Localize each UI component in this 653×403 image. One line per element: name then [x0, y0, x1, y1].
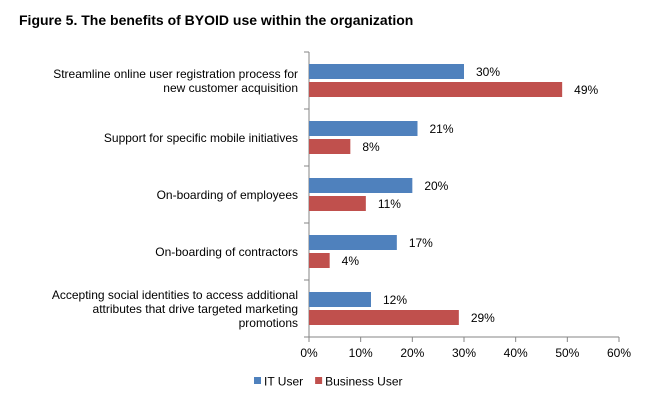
x-tick-label: 50% — [555, 346, 579, 360]
business-user-bar — [309, 82, 563, 97]
legend-swatch-it-user — [254, 377, 261, 384]
business-user-bar — [309, 139, 351, 154]
category-label: attributes that drive targeted marketing — [93, 302, 298, 316]
category-label: promotions — [239, 316, 298, 330]
category-label: Accepting social identities to access ad… — [52, 288, 298, 302]
x-tick-label: 30% — [452, 346, 476, 360]
it-user-bar — [309, 178, 413, 193]
x-tick-label: 20% — [400, 346, 424, 360]
it-user-value-label: 30% — [476, 65, 500, 79]
it-user-value-label: 21% — [430, 122, 454, 136]
category-label: Streamline online user registration proc… — [53, 67, 298, 81]
legend-label-it-user: IT User — [264, 375, 303, 389]
business-user-bar — [309, 310, 459, 325]
it-user-bar — [309, 292, 371, 307]
it-user-bar — [309, 64, 464, 79]
business-user-value-label: 49% — [574, 83, 598, 97]
it-user-value-label: 12% — [383, 293, 407, 307]
x-tick-label: 60% — [607, 346, 631, 360]
it-user-bar — [309, 121, 418, 136]
business-user-bar — [309, 253, 330, 268]
business-user-value-label: 4% — [342, 254, 360, 268]
legend-swatch-business-user — [315, 377, 323, 384]
category-label: Support for specific mobile initiatives — [104, 131, 298, 145]
legend-label-business-user: Business User — [325, 375, 402, 389]
x-tick-label: 40% — [504, 346, 528, 360]
chart-title: Figure 5. The benefits of BYOID use with… — [19, 12, 414, 28]
x-tick-label: 10% — [349, 346, 373, 360]
it-user-value-label: 20% — [424, 179, 448, 193]
business-user-value-label: 8% — [362, 140, 380, 154]
business-user-bar — [309, 196, 366, 211]
business-user-value-label: 29% — [471, 311, 495, 325]
x-tick-label: 0% — [300, 346, 318, 360]
it-user-value-label: 17% — [409, 236, 433, 250]
business-user-value-label: 11% — [378, 197, 401, 211]
category-label: On-boarding of contractors — [155, 245, 298, 259]
category-label: On-boarding of employees — [157, 188, 298, 202]
it-user-bar — [309, 235, 397, 250]
category-label: new customer acquisition — [163, 81, 298, 95]
